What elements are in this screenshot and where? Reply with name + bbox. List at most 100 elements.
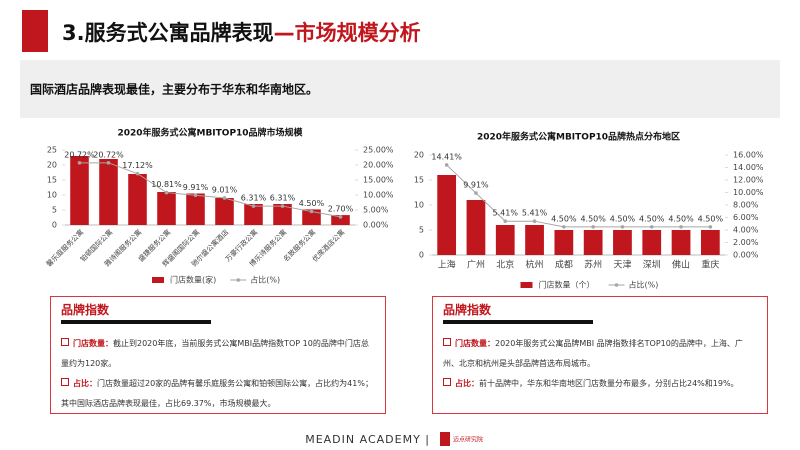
header-block: [22, 10, 48, 52]
bar: [186, 193, 205, 225]
box-item: 占比：门店数量超过20家的品牌有馨乐庭服务公寓和铂顿国际公寓，占比约为41%；其…: [61, 374, 375, 414]
logo-mark: [440, 432, 450, 446]
bar: [495, 225, 515, 255]
y2-tick-label: 2.00%: [733, 238, 759, 247]
item-label: 门店数量：: [455, 339, 495, 348]
y2-tick-label: 16.00%: [733, 151, 764, 160]
y2-tick-label: 10.00%: [733, 188, 764, 197]
y2-tick-label: 8.00%: [733, 201, 759, 210]
line-series: [79, 162, 341, 218]
line-point: [338, 215, 343, 219]
y-tick-label: 25: [47, 146, 57, 155]
bar: [128, 174, 147, 225]
data-label: 4.50%: [668, 214, 694, 223]
line-point: [280, 204, 285, 208]
data-label: 6.31%: [270, 194, 296, 203]
data-label: 14.41%: [431, 152, 462, 161]
legend-label: 门店数量（个）: [539, 280, 595, 290]
x-tick-label: 重庆: [701, 259, 719, 271]
box-title: 品牌指数: [61, 303, 110, 317]
legend-label: 占比(%): [629, 280, 659, 290]
x-tick-label: 深圳: [643, 260, 661, 271]
y-tick-label: 15: [414, 176, 424, 185]
line-point: [620, 225, 625, 229]
bar: [244, 204, 263, 225]
y2-tick-label: 25.00%: [363, 146, 394, 155]
y2-tick-label: 10.00%: [363, 191, 394, 200]
box-title: 品牌指数: [443, 303, 492, 317]
x-tick-label: 北京: [496, 259, 514, 271]
item-label: 占比：: [455, 379, 479, 388]
line-point: [222, 196, 227, 200]
x-tick-label: 杭州: [526, 259, 544, 271]
legend-dot: [236, 278, 241, 282]
data-label: 6.31%: [241, 194, 267, 203]
subtitle-band: [20, 60, 780, 118]
line-point: [251, 204, 256, 208]
y2-tick-label: 0.00%: [733, 251, 759, 260]
bar: [331, 215, 350, 225]
legend-swatch: [152, 277, 164, 283]
bullet: [61, 378, 69, 386]
bar: [99, 159, 118, 225]
x-tick-label: 馨乐庭服务公寓: [44, 227, 85, 268]
x-tick-label: 上海: [438, 259, 456, 271]
line-point: [503, 219, 508, 223]
line-point: [77, 161, 82, 165]
x-tick-label: 广州: [467, 259, 485, 271]
bullet: [61, 338, 69, 346]
bar: [302, 209, 321, 225]
title: 3.服务式公寓品牌表现—市场规模分析: [62, 21, 421, 45]
bar: [554, 230, 574, 255]
data-label: 4.50%: [580, 214, 606, 223]
bar: [583, 230, 603, 255]
line-point: [679, 225, 683, 229]
info-box: 品牌指数 门店数量：2020年服务式公寓品牌MBI 品牌指数排名TOP10的品牌…: [432, 296, 768, 414]
chart-right: 2020年服务式公寓MBITOP10品牌热点分布地区 0 5 10 15 20 0.00% 2…: [414, 131, 764, 290]
y2-tick-label: 4.00%: [733, 226, 759, 235]
item-label: 占比：: [73, 379, 97, 388]
line-point: [309, 209, 314, 214]
data-label: 4.50%: [299, 199, 325, 208]
y2-tick-label: 14.00%: [733, 163, 764, 172]
y-tick-label: 10: [47, 191, 57, 200]
line-point: [444, 163, 449, 167]
data-label: 9.91%: [183, 183, 209, 192]
y-tick-label: 10: [414, 201, 424, 210]
data-label: 9.91%: [463, 181, 489, 190]
data-label: 4.50%: [639, 214, 665, 223]
chart-left: 2020年服务式公寓MBITOP10品牌市场规模 0 5 10 15 20 25 0.00% 5…: [44, 127, 394, 285]
bar: [157, 192, 176, 225]
x-tick-label: 天津: [613, 260, 631, 271]
data-label: 5.41%: [493, 209, 519, 218]
x-tick-label: 苏州: [584, 259, 602, 271]
info-box: 品牌指数 门店数量：截止到2020年底，当前服务式公寓MBI品牌指数TOP 10…: [50, 296, 386, 414]
y2-tick-label: 20.00%: [363, 161, 394, 170]
box-underline: [443, 320, 593, 324]
data-label: 4.50%: [610, 214, 636, 223]
line-point: [193, 193, 198, 198]
bar: [525, 225, 544, 255]
line-point: [532, 219, 537, 223]
y2-tick-label: 15.00%: [363, 176, 394, 185]
data-label: 9.01%: [212, 185, 238, 194]
line-point: [135, 171, 140, 176]
line-point: [591, 225, 595, 229]
line-series: [446, 164, 711, 228]
line-point: [649, 225, 654, 229]
bar: [671, 230, 691, 255]
data-label: 4.50%: [551, 214, 577, 223]
box-item: 门店数量：2020年服务式公寓品牌MBI 品牌指数排名TOP10的品牌中，上海、…: [443, 334, 757, 374]
y2-tick-label: 5.00%: [363, 206, 389, 215]
y2-tick-label: 6.00%: [733, 213, 759, 222]
item-label: 门店数量：: [73, 339, 113, 348]
box-item: 门店数量：截止到2020年底，当前服务式公寓MBI品牌指数TOP 10的品牌中门…: [61, 334, 375, 374]
legend-dot: [614, 283, 619, 287]
chart-title: 2020年服务式公寓MBITOP10品牌市场规模: [117, 127, 303, 139]
line-point: [708, 225, 713, 229]
bar: [700, 230, 720, 255]
data-label: 20.72%: [64, 150, 95, 159]
x-tick-label: 成都: [555, 259, 573, 271]
line-point: [474, 191, 478, 195]
